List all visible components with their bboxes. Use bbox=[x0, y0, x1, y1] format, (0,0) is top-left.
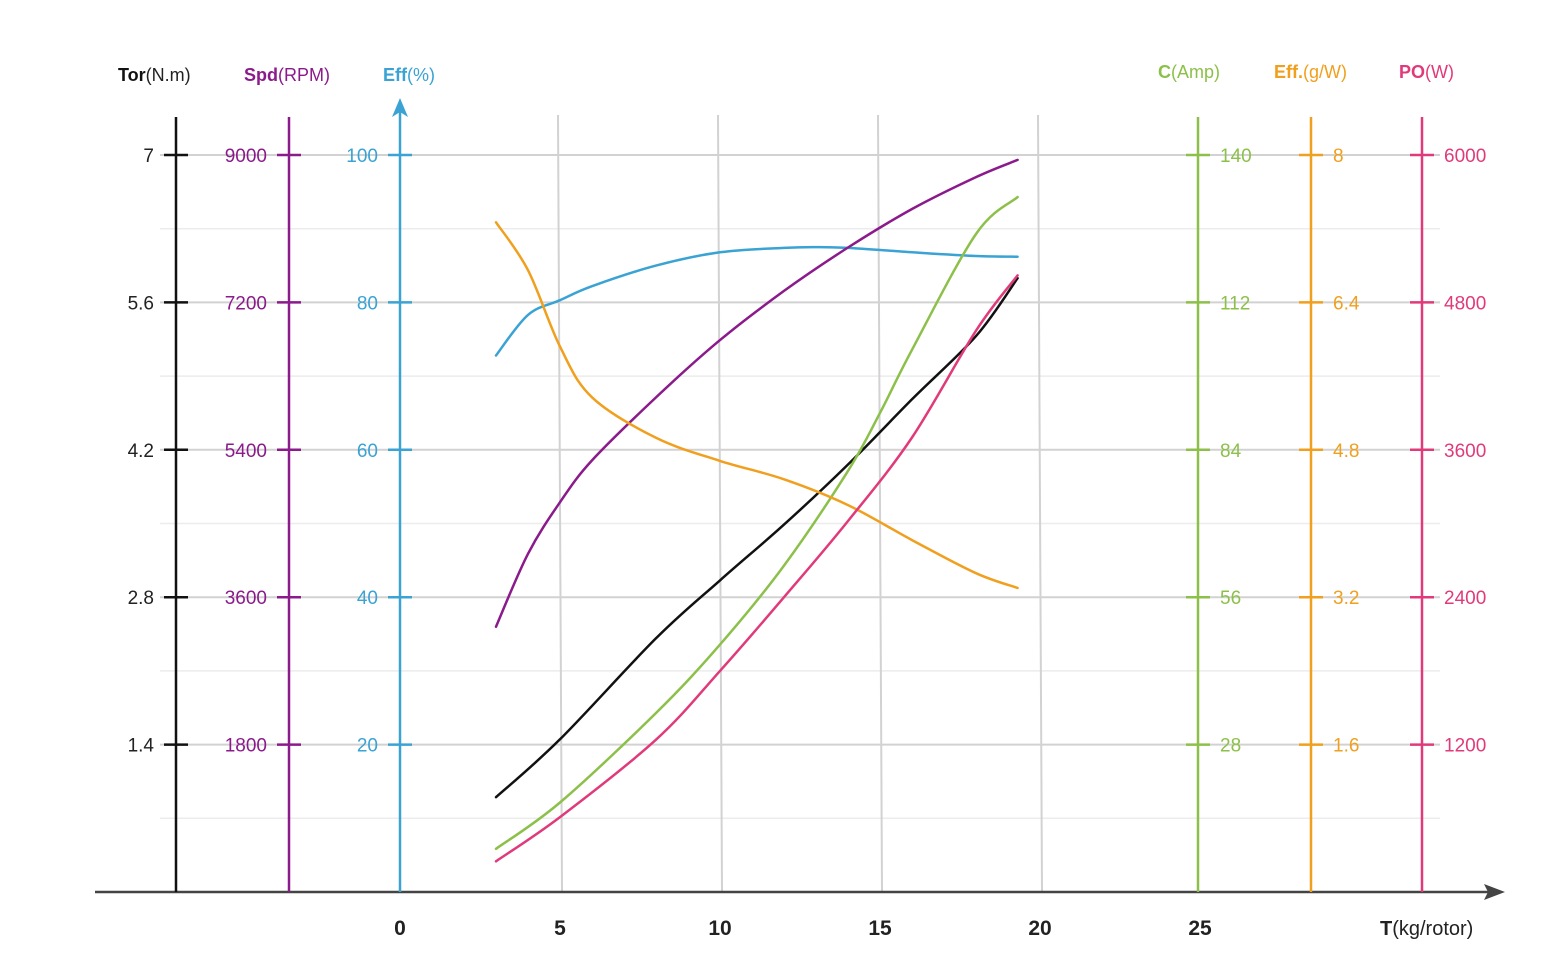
x-tick-label: 0 bbox=[394, 917, 406, 940]
x-tick-label: 10 bbox=[708, 917, 731, 940]
spd-tick-label: 7200 bbox=[225, 293, 267, 314]
tor-tick-label: 5.6 bbox=[128, 293, 154, 314]
po-axis-title: PO(W) bbox=[1399, 62, 1454, 82]
series-line-eff bbox=[494, 245, 1019, 357]
po-axis-title-unit: (W) bbox=[1425, 62, 1454, 82]
x-tick-label: 5 bbox=[554, 917, 566, 940]
tor-tick-label: 1.4 bbox=[128, 736, 155, 757]
tor-tick-label: 7 bbox=[143, 146, 154, 167]
cur-tick-label: 112 bbox=[1220, 293, 1250, 314]
cur-tick-label: 56 bbox=[1220, 588, 1241, 609]
spd-axis-title: Spd(RPM) bbox=[244, 65, 330, 85]
geff-axis-title-unit: (g/W) bbox=[1303, 62, 1347, 82]
spd-tick-label: 1800 bbox=[225, 736, 267, 757]
cur-axis-title: C(Amp) bbox=[1158, 62, 1220, 82]
x-tick-label: 20 bbox=[1028, 917, 1051, 940]
po-axis-title-bold: PO bbox=[1399, 62, 1425, 82]
tor-axis-title-unit: (N.m) bbox=[146, 65, 191, 85]
series-line-geff bbox=[494, 221, 1019, 590]
cur-tick-label: 28 bbox=[1220, 736, 1241, 757]
eff-axis-arrow-icon bbox=[392, 98, 408, 117]
po-tick-label: 3600 bbox=[1444, 441, 1486, 462]
axes: 0 5 10 15 20 25 T(kg/rotor) Tor(N.m) 7 5.6 4.2 2.8 1… bbox=[95, 62, 1505, 940]
x-tick-label: 15 bbox=[868, 917, 892, 940]
spd-tick-label: 5400 bbox=[225, 441, 267, 462]
geff-tick-label: 6.4 bbox=[1333, 293, 1360, 314]
tor-axis-title: Tor(N.m) bbox=[118, 65, 191, 85]
tor-tick-label: 2.8 bbox=[128, 588, 154, 609]
series-line-cur bbox=[494, 195, 1019, 851]
spd-tick-label: 9000 bbox=[225, 146, 267, 167]
x-axis-title: T(kg/rotor) bbox=[1380, 918, 1473, 940]
gridline-vertical bbox=[717, 114, 723, 893]
geff-axis-title-bold: Eff. bbox=[1274, 62, 1303, 82]
series-line-tor bbox=[494, 276, 1019, 799]
eff-axis-title-bold: Eff bbox=[383, 65, 408, 85]
geff-tick-label: 1.6 bbox=[1333, 736, 1359, 757]
eff-axis-title: Eff(%) bbox=[383, 65, 435, 85]
po-tick-label: 2400 bbox=[1444, 588, 1486, 609]
gridline-vertical bbox=[1037, 114, 1043, 893]
cur-tick-label: 84 bbox=[1220, 441, 1242, 462]
po-tick-label: 4800 bbox=[1444, 293, 1486, 314]
series-lines bbox=[494, 158, 1019, 863]
x-axis-arrow-icon bbox=[1484, 884, 1505, 900]
po-tick-label: 1200 bbox=[1444, 736, 1486, 757]
geff-axis-title: Eff.(g/W) bbox=[1274, 62, 1347, 82]
geff-tick-label: 8 bbox=[1333, 146, 1344, 167]
eff-tick-label: 20 bbox=[357, 736, 378, 757]
eff-axis-title-unit: (%) bbox=[407, 65, 435, 85]
tor-axis-title-bold: Tor bbox=[118, 65, 146, 85]
eff-tick-label: 40 bbox=[357, 588, 378, 609]
spd-axis-title-unit: (RPM) bbox=[278, 65, 330, 85]
cur-axis-title-bold: C bbox=[1158, 62, 1171, 82]
spd-tick-label: 3600 bbox=[225, 588, 267, 609]
geff-tick-label: 4.8 bbox=[1333, 441, 1359, 462]
x-tick-label: 25 bbox=[1188, 917, 1212, 940]
series-line-po bbox=[494, 274, 1019, 863]
spd-axis-title-bold: Spd bbox=[244, 65, 278, 85]
eff-tick-label: 100 bbox=[346, 146, 378, 167]
eff-tick-label: 60 bbox=[357, 441, 378, 462]
x-axis-title-bold: T bbox=[1380, 918, 1392, 940]
eff-tick-label: 80 bbox=[357, 293, 378, 314]
cur-tick-label: 140 bbox=[1220, 146, 1252, 167]
cur-axis-title-unit: (Amp) bbox=[1171, 62, 1220, 82]
gridline-vertical bbox=[877, 114, 883, 893]
grid bbox=[160, 114, 1440, 893]
series-line-spd bbox=[494, 158, 1019, 628]
geff-tick-label: 3.2 bbox=[1333, 588, 1359, 609]
tor-tick-label: 4.2 bbox=[128, 441, 154, 462]
x-axis-title-unit: (kg/rotor) bbox=[1392, 918, 1473, 940]
po-tick-label: 6000 bbox=[1444, 146, 1486, 167]
